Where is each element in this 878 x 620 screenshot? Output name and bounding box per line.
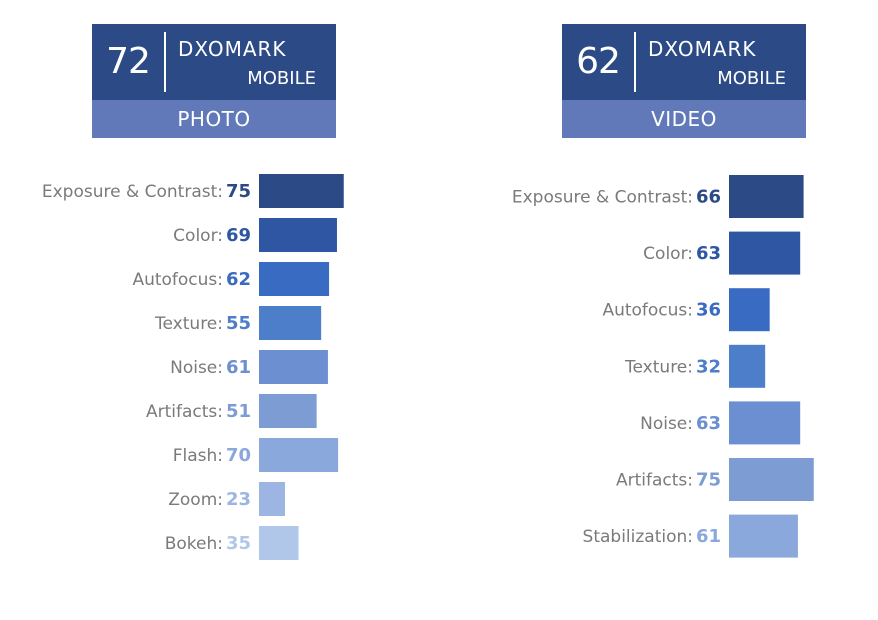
photo-bar-3 (259, 306, 322, 340)
photo-category-label-7: Zoom: (168, 490, 223, 510)
photo-category-label-2: Autofocus: (132, 270, 223, 290)
video-bar-3 (729, 344, 766, 388)
photo-category-label-6: Flash: (173, 446, 223, 466)
photo-value-label-3: 55 (226, 313, 251, 334)
badge-mobile-label: MOBILE (717, 68, 786, 89)
badge-divider (634, 32, 636, 92)
video-overall-score: 62 (576, 41, 621, 82)
video-category-label: VIDEO (562, 100, 806, 138)
photo-bar-2 (259, 262, 330, 296)
photo-category-label-5: Artifacts: (146, 402, 223, 422)
photo-value-label-8: 35 (226, 533, 251, 554)
video-value-label-5: 75 (696, 470, 721, 491)
video-category-label-3: Texture: (624, 357, 693, 377)
photo-bar-8 (259, 526, 299, 560)
photo-score-badge: 72 DXOMARK MOBILE PHOTO (92, 24, 336, 138)
video-category-label-1: Color: (643, 244, 693, 264)
photo-category-label-4: Noise: (170, 358, 223, 378)
video-category-label-4: Noise: (640, 414, 693, 434)
video-category-label-2: Autofocus: (602, 301, 693, 321)
photo-category-label-0: Exposure & Contrast: (42, 182, 223, 202)
photo-value-label-1: 69 (226, 225, 251, 246)
dxomark-logo: DXOMARK (178, 37, 287, 61)
video-bar-6 (729, 514, 798, 558)
photo-value-label-0: 75 (226, 181, 251, 202)
video-score-badge: 62 DXOMARK MOBILE VIDEO (562, 24, 806, 138)
video-value-label-4: 63 (696, 413, 721, 434)
photo-value-label-7: 23 (226, 489, 251, 510)
photo-category-label: PHOTO (92, 100, 336, 138)
video-bar-4 (729, 401, 801, 445)
photo-category-label-3: Texture: (154, 314, 223, 334)
photo-value-label-4: 61 (226, 357, 251, 378)
video-value-label-0: 66 (696, 187, 721, 208)
photo-category-label-8: Bokeh: (165, 534, 223, 554)
photo-value-label-6: 70 (226, 445, 251, 466)
photo-bar-7 (259, 482, 285, 516)
video-value-label-1: 63 (696, 243, 721, 264)
badge-mobile-label: MOBILE (247, 68, 316, 89)
video-bar-1 (729, 231, 801, 275)
video-category-label-6: Stabilization: (583, 527, 693, 547)
photo-overall-score: 72 (106, 41, 151, 82)
video-bar-2 (729, 288, 770, 332)
badge-divider (164, 32, 166, 92)
photo-bar-0 (259, 174, 344, 208)
video-value-label-3: 32 (696, 356, 721, 377)
photo-panel: 72 DXOMARK MOBILE PHOTO 75 Exposure & Con… (42, 24, 344, 560)
photo-value-label-5: 51 (226, 401, 251, 422)
photo-category-label-1: Color: (173, 226, 223, 246)
video-bar-5 (729, 458, 814, 501)
photo-value-label-2: 62 (226, 269, 251, 290)
video-value-label-2: 36 (696, 300, 721, 321)
photo-bar-6 (259, 438, 339, 472)
video-panel: 62 DXOMARK MOBILE VIDEO 66 Exposure & Con… (440, 0, 878, 620)
video-bar-0 (729, 175, 804, 218)
photo-bar-1 (259, 218, 337, 252)
video-category-label-0: Exposure & Contrast: (512, 188, 693, 208)
dxomark-logo: DXOMARK (648, 37, 757, 61)
video-category-label-5: Artifacts: (616, 471, 693, 491)
photo-bar-4 (259, 350, 328, 384)
photo-bar-5 (259, 394, 317, 428)
video-value-label-6: 61 (696, 526, 721, 547)
